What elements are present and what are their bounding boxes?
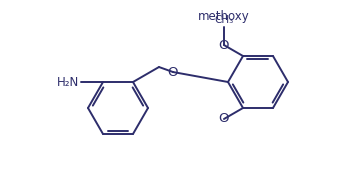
Text: H₂N: H₂N xyxy=(57,76,79,89)
Text: methoxy: methoxy xyxy=(198,10,250,23)
Text: CH₃: CH₃ xyxy=(214,15,234,25)
Text: O: O xyxy=(219,113,229,126)
Text: O: O xyxy=(219,39,229,52)
Text: O: O xyxy=(168,65,178,78)
